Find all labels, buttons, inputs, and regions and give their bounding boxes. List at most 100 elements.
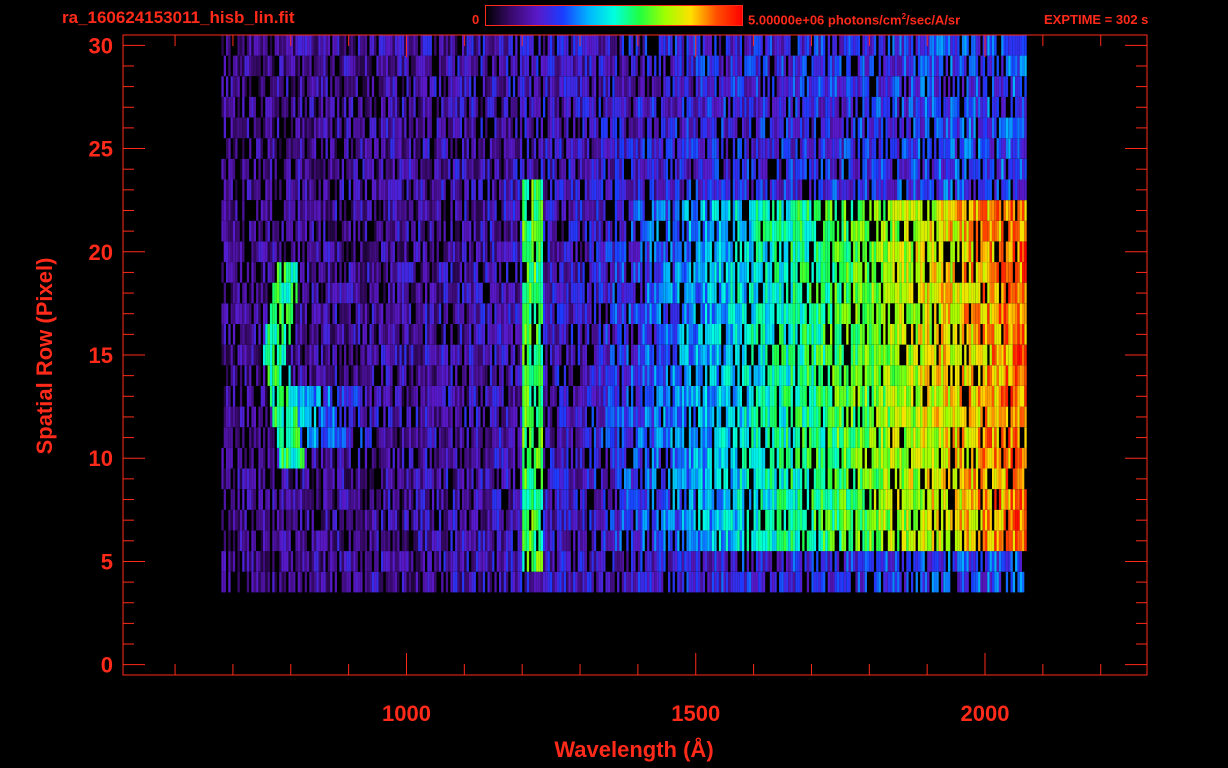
heatmap-cell [971,406,974,428]
heatmap-cell [651,344,655,366]
heatmap-cell [818,365,821,386]
heatmap-cell [600,427,604,448]
heatmap-cell [529,571,532,593]
heatmap-cell [563,241,567,263]
heatmap-cell [827,386,830,407]
heatmap-cell [915,468,918,490]
heatmap-cell [820,344,823,366]
heatmap-cell [941,530,944,552]
heatmap-cell [732,427,736,448]
heatmap-cell [920,530,923,552]
heatmap-cell [376,262,379,283]
heatmap-cell [286,509,289,531]
heatmap-cell [388,303,391,324]
heatmap-cell [276,324,280,345]
heatmap-cell [311,220,314,242]
heatmap-cell [232,386,236,407]
heatmap-cell [286,262,289,283]
heatmap-cell [519,551,523,572]
heatmap-cell [593,509,597,531]
heatmap-cell [735,468,738,490]
heatmap-cell [864,344,867,366]
heatmap-cell [950,303,953,324]
heatmap-cell [797,241,800,263]
heatmap-cell [288,406,291,428]
heatmap-cell [841,530,844,552]
heatmap-cell [462,468,465,490]
heatmap-cell [809,427,812,448]
heatmap-cell [295,324,298,345]
heatmap-cell [332,324,335,345]
heatmap-cell [855,344,858,366]
heatmap-cell [658,262,661,283]
heatmap-cell [226,365,229,386]
heatmap-cell [651,386,655,407]
heatmap-cell [797,386,800,407]
heatmap-cell [651,571,655,593]
heatmap-cell [765,530,768,552]
heatmap-cell [749,489,752,510]
heatmap-cell [934,489,937,510]
heatmap-cell [612,530,615,552]
heatmap-cell [941,447,944,469]
heatmap-cell [691,530,694,552]
heatmap-cell [843,530,847,552]
heatmap-cell [848,447,851,469]
heatmap-cell [425,324,428,345]
heatmap-cell [681,530,685,552]
heatmap-cell [418,220,421,242]
heatmap-cell [276,365,280,386]
heatmap-cell [226,386,229,407]
heatmap-cell [575,303,578,324]
heatmap-cell [954,303,958,324]
heatmap-cell [904,468,907,490]
heatmap-cell [975,241,979,263]
heatmap-cell [510,344,513,366]
heatmap-cell [337,282,340,304]
heatmap-cell [968,344,972,366]
heatmap-cell [938,282,941,304]
heatmap-cell [767,262,770,283]
heatmap-cell [679,551,682,572]
heatmap-cell [1008,282,1011,304]
heatmap-cell [1017,262,1020,283]
heatmap-cell [846,262,849,283]
heatmap-cell [582,509,585,531]
heatmap-cell [878,344,881,366]
heatmap-cell [452,241,456,263]
heatmap-cell [730,365,733,386]
heatmap-cell [374,509,377,531]
heatmap-cell [533,509,537,531]
heatmap-cell [617,571,620,593]
heatmap-cell [732,282,736,304]
heatmap-cell [429,324,432,345]
heatmap-cell [427,303,430,324]
heatmap-cell [961,509,965,531]
heatmap-cell [499,571,502,593]
heatmap-cell [964,262,967,283]
heatmap-cell [769,365,773,386]
heatmap-cell [487,344,490,366]
heatmap-cell [290,489,294,510]
heatmap-cell [640,489,643,510]
heatmap-cell [663,324,666,345]
heatmap-cell [753,262,756,283]
heatmap-cell [670,509,673,531]
heatmap-cell [394,571,398,593]
heatmap-cell [242,468,245,490]
heatmap-cell [506,365,509,386]
heatmap-cell [742,489,745,510]
heatmap-cell [559,303,562,324]
heatmap-cell [890,241,893,263]
heatmap-cell [961,551,965,572]
heatmap-cell [538,447,541,469]
heatmap-cell [399,303,402,324]
heatmap-cell [718,282,722,304]
heatmap-cell [952,241,955,263]
heatmap-cell [725,427,729,448]
heatmap-cell [344,365,347,386]
heatmap-cell [1012,241,1016,263]
heatmap-cell [913,489,916,510]
heatmap-cell [506,241,509,263]
heatmap-cell [487,303,490,324]
